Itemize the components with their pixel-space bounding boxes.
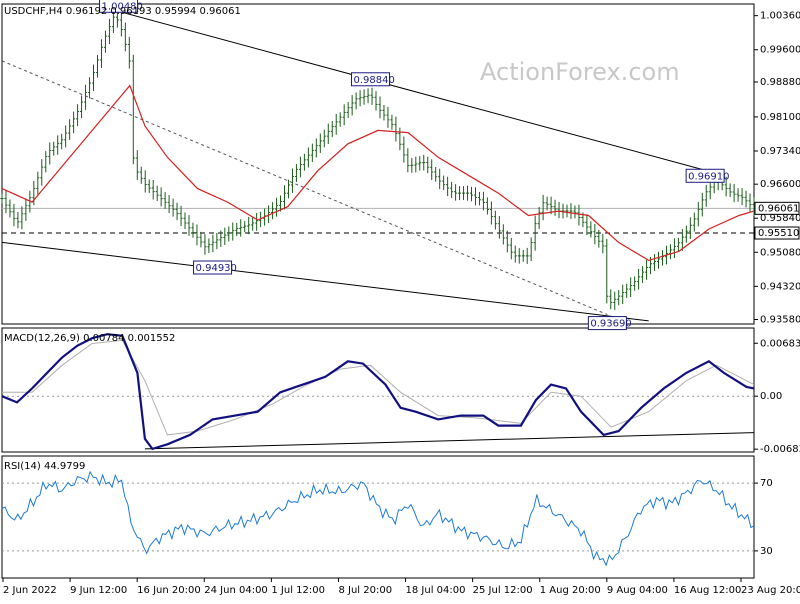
y-tick-label: 1.00360 bbox=[760, 11, 800, 22]
x-tick-label: 23 Aug 20:00 bbox=[741, 585, 800, 596]
panel-frames bbox=[1, 3, 755, 579]
price-annotation-label: 1.00480 bbox=[102, 1, 143, 12]
x-tick-label: 1 Aug 20:00 bbox=[540, 585, 601, 596]
current-price-tag: 0.96061 bbox=[754, 201, 800, 215]
price-annotation-box bbox=[685, 168, 725, 183]
price-annotation-label: 0.94930 bbox=[196, 263, 237, 274]
support-price-tag-box bbox=[754, 226, 800, 240]
price-annotation: 1.00480 bbox=[99, 0, 143, 13]
price-panel-header: USDCHF,H4 0.96192 0.96193 0.95994 0.9606… bbox=[4, 6, 241, 17]
y-tick-label: 0.94320 bbox=[760, 281, 800, 292]
panel-frame-2 bbox=[1, 455, 755, 579]
current-price-tag-label: 0.96061 bbox=[758, 203, 799, 214]
y-tick-label: 0.97340 bbox=[760, 146, 800, 157]
price-annotation-box bbox=[193, 260, 233, 275]
y-tick-label: -0.00683 bbox=[760, 444, 800, 455]
rsi-line bbox=[1, 470, 755, 567]
macd-signal-line bbox=[2, 339, 755, 436]
x-tick-label: 16 Aug 12:00 bbox=[674, 585, 741, 596]
axis-labels: 1.00360 0.99600 0.98880 0.98100 0.97340 0.966… bbox=[2, 11, 800, 596]
y-tick-label: 0.95840 bbox=[760, 213, 800, 224]
x-tick-label: 9 Jun 12:00 bbox=[70, 585, 127, 596]
price-annotation-box bbox=[99, 0, 139, 13]
price-annotation-label: 0.98840 bbox=[353, 75, 394, 86]
price-annotation-box bbox=[350, 72, 390, 87]
x-tick-label: 9 Aug 04:00 bbox=[607, 585, 668, 596]
panel-frame-0 bbox=[1, 3, 755, 325]
macd-panel-header: MACD(12,26,9) 0.00784 0.001552 bbox=[4, 333, 175, 344]
x-tick-label: 16 Jun 20:00 bbox=[137, 585, 201, 596]
macd-main-line bbox=[1, 333, 755, 451]
y-tick-label: 0.98880 bbox=[760, 77, 800, 88]
upper-trend-line bbox=[114, 9, 706, 171]
moving-average-line bbox=[1, 84, 755, 262]
y-tick-label: 0.99600 bbox=[760, 45, 800, 56]
price-annotation: 0.98840 bbox=[350, 72, 395, 87]
support-price-tag-label: 0.95510 bbox=[758, 228, 799, 239]
price-annotation-label: 0.96910 bbox=[688, 171, 729, 182]
y-tick-label: 0.00 bbox=[760, 391, 782, 402]
y-tick-label: 0.006832 bbox=[760, 338, 800, 349]
price-annotation-label: 0.93690 bbox=[590, 319, 631, 330]
mid-dashed-trend-line bbox=[1, 60, 608, 316]
x-tick-label: 1 Jul 12:00 bbox=[271, 585, 325, 596]
lower-trend-line bbox=[1, 241, 649, 322]
y-tick-label: 70 bbox=[760, 478, 773, 489]
x-tick-label: 2 Jun 2022 bbox=[3, 585, 57, 596]
panel-frame-1 bbox=[1, 327, 755, 453]
trend-lines bbox=[1, 9, 755, 450]
x-tick-label: 18 Jul 04:00 bbox=[406, 585, 466, 596]
series-layer: 1.00480 0.98840 0.94930 0.93690 0.96910 bbox=[0, 0, 756, 567]
grid-lines bbox=[2, 207, 754, 552]
y-tick-label: 0.98100 bbox=[760, 112, 800, 123]
x-tick-label: 8 Jul 20:00 bbox=[338, 585, 392, 596]
current-price-tag-box bbox=[754, 201, 800, 215]
y-tick-label: 0.96600 bbox=[760, 179, 800, 190]
y-tick-label: 0.95080 bbox=[760, 247, 800, 258]
x-tick-label: 24 Jun 04:00 bbox=[204, 585, 268, 596]
x-tick-label: 25 Jul 12:00 bbox=[473, 585, 533, 596]
y-tick-label: 30 bbox=[760, 546, 773, 557]
price-annotation-box bbox=[587, 316, 627, 331]
macd-trend-line bbox=[144, 432, 755, 450]
rsi-panel-header: RSI(14) 44.9799 bbox=[4, 461, 85, 472]
y-tick-label: 0.93580 bbox=[760, 315, 800, 326]
price-annotation: 0.93690 bbox=[587, 316, 632, 331]
price-annotation: 0.94930 bbox=[193, 260, 237, 275]
support-price-tag: 0.95510 bbox=[754, 226, 800, 240]
price-annotation: 0.96910 bbox=[685, 168, 729, 183]
watermark: ActionForex.com bbox=[480, 58, 680, 86]
